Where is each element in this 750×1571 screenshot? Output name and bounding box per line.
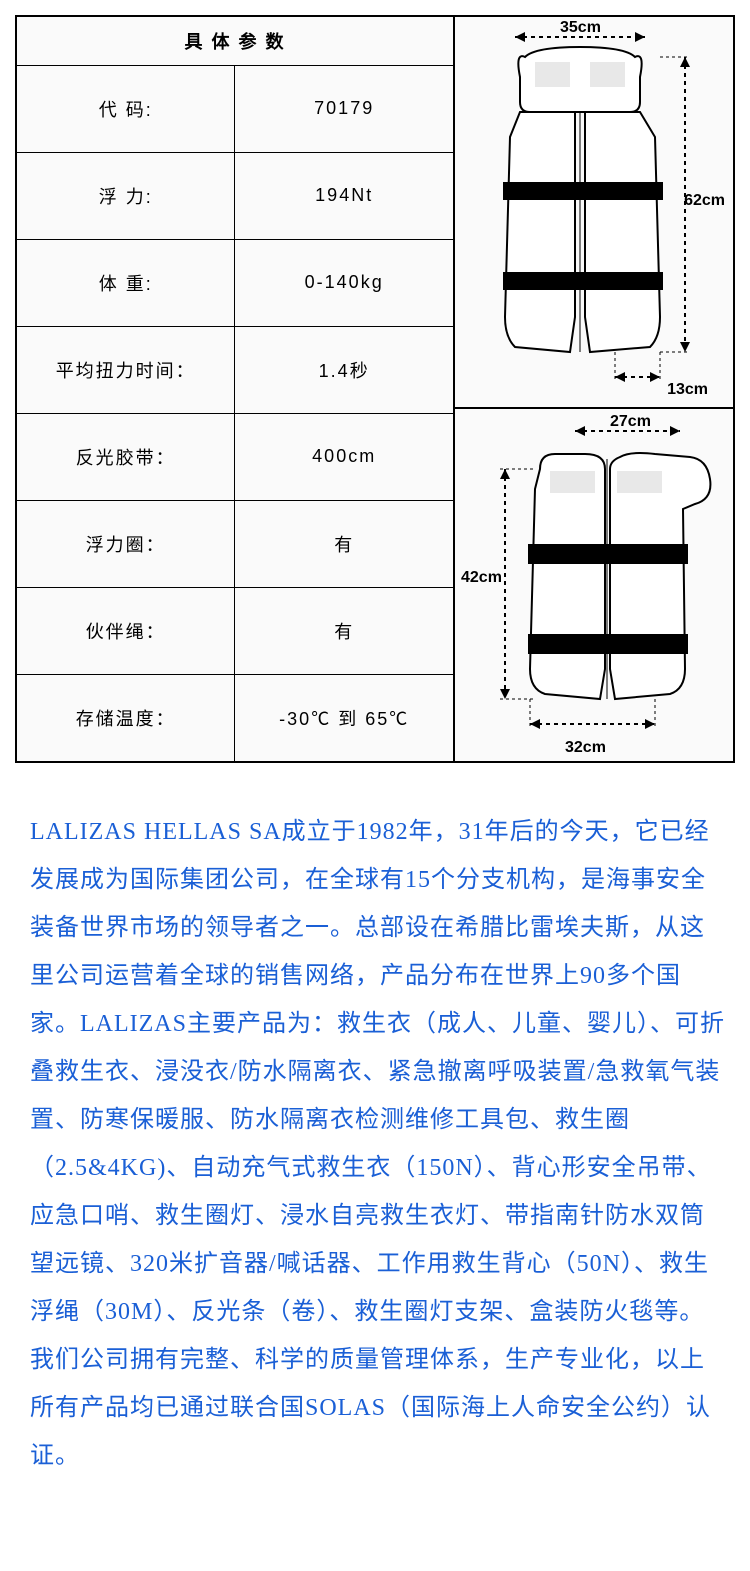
spec-value: 1.4秒 [235, 326, 454, 413]
dim-depth-top: 13cm [667, 381, 708, 399]
diagram-top: 35cm 62cm 13cm [454, 16, 734, 408]
dim-height-top: 62cm [684, 192, 725, 210]
table-row: 伙伴绳： 有 [17, 587, 454, 674]
table-row: 反光胶带： 400cm [17, 413, 454, 500]
table-row: 浮 力: 194Nt [17, 152, 454, 239]
table-row: 存储温度： -30℃ 到 65℃ [17, 674, 454, 761]
table-row: 体 重: 0-140kg [17, 239, 454, 326]
table-row: 代 码: 70179 [17, 65, 454, 152]
lifejacket-front-icon [455, 17, 735, 407]
spec-table: 具 体 参 数 代 码: 70179 浮 力: 194Nt 体 重: 0-140… [16, 16, 454, 762]
dim-depth-bottom: 32cm [565, 739, 606, 757]
spec-value: 有 [235, 500, 454, 587]
spec-label: 反光胶带： [17, 413, 235, 500]
spec-value: 70179 [235, 65, 454, 152]
spec-container: 具 体 参 数 代 码: 70179 浮 力: 194Nt 体 重: 0-140… [15, 15, 735, 763]
spec-value: 有 [235, 587, 454, 674]
spec-value: -30℃ 到 65℃ [235, 674, 454, 761]
spec-label: 浮 力: [17, 152, 235, 239]
spec-label: 伙伴绳： [17, 587, 235, 674]
spec-label: 代 码: [17, 65, 235, 152]
dim-height-bottom: 42cm [461, 569, 502, 587]
spec-label: 浮力圈： [17, 500, 235, 587]
spec-value: 400cm [235, 413, 454, 500]
spec-value: 0-140kg [235, 239, 454, 326]
spec-header: 具 体 参 数 [17, 17, 454, 66]
dim-width-top: 35cm [560, 19, 601, 37]
company-description: LALIZAS HELLAS SA成立于1982年，31年后的今天，它已经发展成… [0, 778, 750, 1510]
spec-label: 体 重: [17, 239, 235, 326]
diagram-bottom: 27cm 42cm 32cm [454, 408, 734, 762]
spec-label: 平均扭力时间： [17, 326, 235, 413]
diagram-column: 35cm 62cm 13cm [454, 16, 734, 762]
spec-value: 194Nt [235, 152, 454, 239]
table-row: 平均扭力时间： 1.4秒 [17, 326, 454, 413]
spec-label: 存储温度： [17, 674, 235, 761]
dim-width-bottom: 27cm [610, 413, 651, 431]
table-row: 浮力圈： 有 [17, 500, 454, 587]
